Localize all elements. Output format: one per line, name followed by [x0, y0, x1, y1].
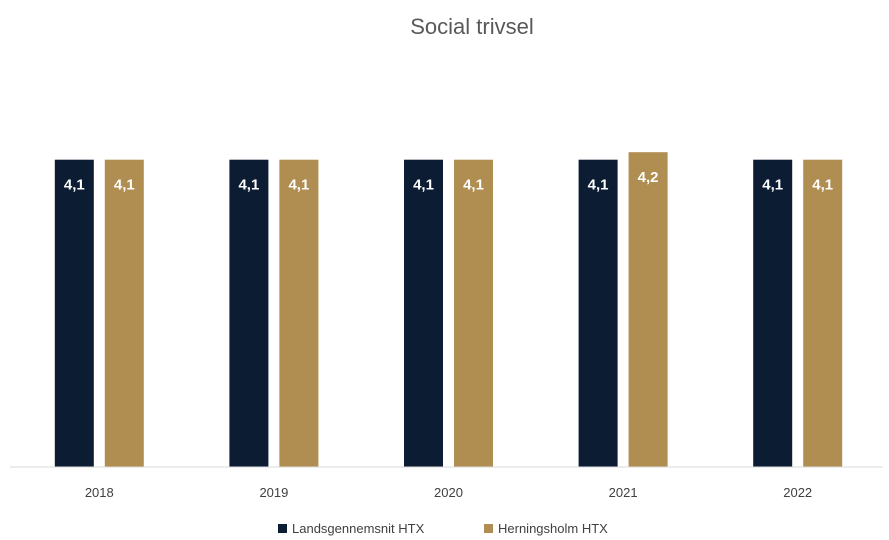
bar-landsgennemsnit-2019 — [229, 159, 269, 467]
legend-swatch-landsgennemsnit — [278, 524, 287, 533]
data-label-herningsholm-2020: 4,1 — [463, 177, 484, 194]
bar-herningsholm-2020 — [454, 159, 493, 467]
x-tick-label-2021: 2021 — [609, 485, 638, 500]
data-label-herningsholm-2019: 4,1 — [288, 177, 309, 194]
data-label-landsgennemsnit-2020: 4,1 — [413, 177, 434, 194]
bar-herningsholm-2019 — [279, 159, 319, 467]
legend-label-landsgennemsnit: Landsgennemsnit HTX — [292, 521, 425, 536]
data-label-landsgennemsnit-2021: 4,1 — [588, 177, 609, 194]
data-label-herningsholm-2021: 4,2 — [638, 169, 659, 186]
data-label-landsgennemsnit-2018: 4,1 — [64, 177, 85, 194]
data-label-landsgennemsnit-2022: 4,1 — [762, 177, 783, 194]
bars-group: 4,1 4,1 4,1 4,1 4,1 4,1 4,1 4,2 4,1 4,1 — [54, 152, 843, 467]
bar-herningsholm-2018 — [104, 159, 144, 467]
legend: Landsgennemsnit HTX Herningsholm HTX — [278, 521, 608, 536]
legend-swatch-herningsholm — [484, 524, 493, 533]
bar-herningsholm-2022 — [803, 159, 843, 467]
x-tick-label-2019: 2019 — [259, 485, 288, 500]
legend-label-herningsholm: Herningsholm HTX — [498, 521, 608, 536]
x-tick-label-2022: 2022 — [783, 485, 812, 500]
data-label-landsgennemsnit-2019: 4,1 — [238, 177, 259, 194]
bar-landsgennemsnit-2020 — [404, 159, 443, 467]
x-tick-label-2018: 2018 — [85, 485, 114, 500]
bar-landsgennemsnit-2022 — [753, 159, 793, 467]
data-label-herningsholm-2022: 4,1 — [812, 177, 833, 194]
chart-title: Social trivsel — [410, 14, 533, 39]
bar-landsgennemsnit-2018 — [54, 159, 94, 467]
x-ticks: 2018 2019 2020 2021 2022 — [85, 485, 812, 500]
x-tick-label-2020: 2020 — [434, 485, 463, 500]
data-label-herningsholm-2018: 4,1 — [114, 177, 135, 194]
bar-herningsholm-2021 — [628, 152, 668, 467]
bar-landsgennemsnit-2021 — [578, 159, 618, 467]
